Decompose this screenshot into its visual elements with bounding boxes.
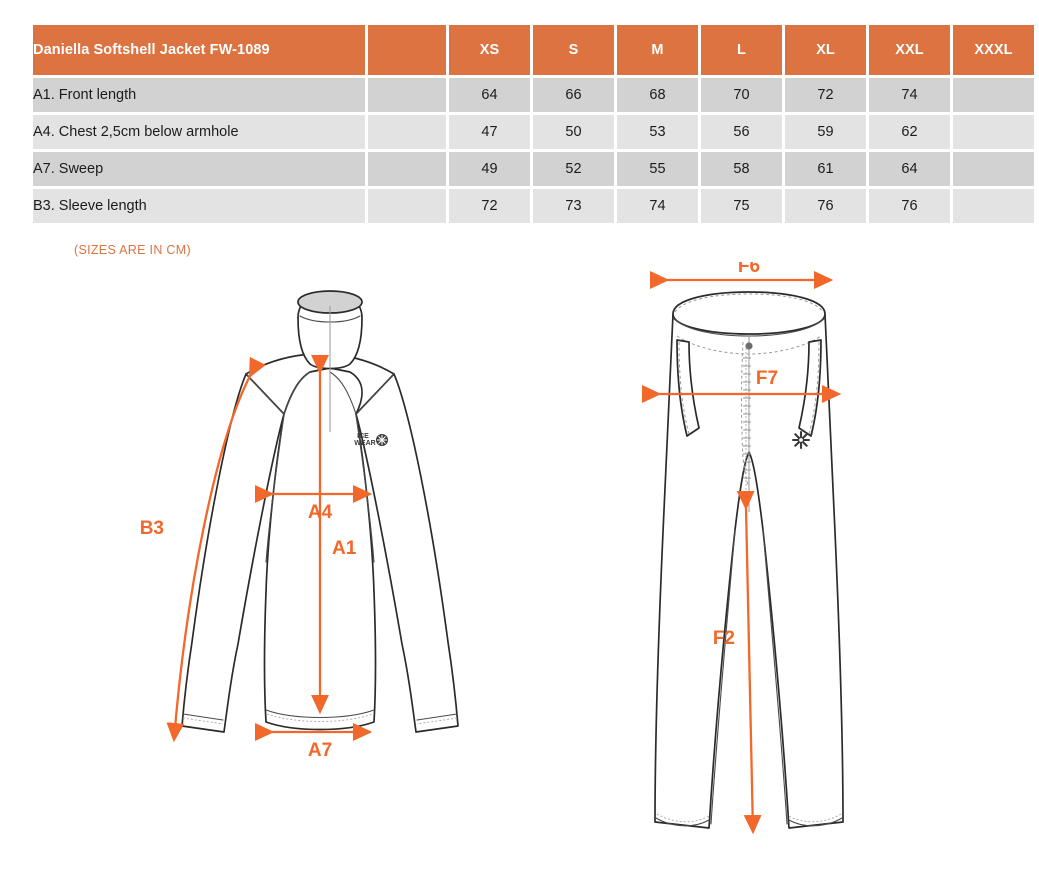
measurement-label: B3. Sleeve length bbox=[33, 189, 365, 223]
value-xxxl bbox=[953, 189, 1034, 223]
spacer-cell bbox=[368, 78, 446, 112]
ice-wear-logo: ICE WEAR bbox=[354, 433, 388, 447]
value-xxxl bbox=[953, 152, 1034, 186]
value-xxl: 64 bbox=[869, 152, 950, 186]
value-xs: 72 bbox=[449, 189, 530, 223]
softshell-jacket-technical-drawing: ICE WEAR A4 A1 A7 bbox=[140, 290, 459, 761]
measurement-b3-sleeve-length: B3 bbox=[140, 356, 266, 743]
measurement-label-f2: F2 bbox=[713, 628, 735, 649]
trousers-technical-drawing: F6 F7 F2 bbox=[641, 262, 844, 835]
measurement-label-f7: F7 bbox=[756, 368, 778, 389]
value-s: 52 bbox=[533, 152, 614, 186]
measurement-label-a1: A1 bbox=[332, 538, 357, 559]
value-m: 53 bbox=[617, 115, 698, 149]
product-title: Daniella Softshell Jacket FW-1089 bbox=[33, 25, 365, 75]
value-xxl: 62 bbox=[869, 115, 950, 149]
value-xl: 59 bbox=[785, 115, 866, 149]
value-xl: 72 bbox=[785, 78, 866, 112]
measurement-a7-sweep: A7 bbox=[254, 723, 373, 761]
table-row: A1. Front length 64 66 68 70 72 74 bbox=[33, 78, 1034, 112]
value-xs: 64 bbox=[449, 78, 530, 112]
size-header-s: S bbox=[533, 25, 614, 75]
logo-text-ice: ICE bbox=[357, 433, 369, 440]
value-xxxl bbox=[953, 115, 1034, 149]
table-header-row: Daniella Softshell Jacket FW-1089 XS S M… bbox=[33, 25, 1034, 75]
value-xl: 61 bbox=[785, 152, 866, 186]
size-header-xs: XS bbox=[449, 25, 530, 75]
snowflake-icon bbox=[791, 430, 811, 450]
trousers-outline bbox=[654, 291, 844, 829]
value-l: 58 bbox=[701, 152, 782, 186]
size-header-m: M bbox=[617, 25, 698, 75]
value-m: 74 bbox=[617, 189, 698, 223]
spacer-cell bbox=[368, 152, 446, 186]
technical-drawings-area: ICE WEAR A4 A1 A7 bbox=[0, 262, 1039, 894]
logo-text-wear: WEAR bbox=[354, 440, 375, 447]
table-row: A4. Chest 2,5cm below armhole 47 50 53 5… bbox=[33, 115, 1034, 149]
table-row: A7. Sweep 49 52 55 58 61 64 bbox=[33, 152, 1034, 186]
spacer-cell bbox=[368, 115, 446, 149]
measurement-label-f6: F6 bbox=[738, 262, 760, 277]
spacer-cell bbox=[368, 189, 446, 223]
value-xxl: 76 bbox=[869, 189, 950, 223]
units-note: (SIZES ARE IN CM) bbox=[74, 243, 191, 257]
size-header-xl: XL bbox=[785, 25, 866, 75]
size-header-l: L bbox=[701, 25, 782, 75]
spacer-header-cell bbox=[368, 25, 446, 75]
measurement-a1-front-length: A1 bbox=[311, 354, 357, 715]
value-m: 55 bbox=[617, 152, 698, 186]
measurement-f2-inseam: F2 bbox=[713, 490, 762, 835]
size-chart-table: Daniella Softshell Jacket FW-1089 XS S M… bbox=[30, 22, 1037, 226]
value-xxxl bbox=[953, 78, 1034, 112]
value-xs: 47 bbox=[449, 115, 530, 149]
size-header-xxl: XXL bbox=[869, 25, 950, 75]
measurement-label: A4. Chest 2,5cm below armhole bbox=[33, 115, 365, 149]
measurement-f6-waist: F6 bbox=[649, 262, 834, 289]
value-s: 66 bbox=[533, 78, 614, 112]
size-header-xxxl: XXXL bbox=[953, 25, 1034, 75]
value-xs: 49 bbox=[449, 152, 530, 186]
measurement-label-b3: B3 bbox=[140, 518, 164, 539]
measurement-label: A7. Sweep bbox=[33, 152, 365, 186]
value-s: 73 bbox=[533, 189, 614, 223]
value-l: 75 bbox=[701, 189, 782, 223]
value-m: 68 bbox=[617, 78, 698, 112]
measurement-label: A1. Front length bbox=[33, 78, 365, 112]
value-s: 50 bbox=[533, 115, 614, 149]
value-l: 56 bbox=[701, 115, 782, 149]
measurement-f7-hip: F7 bbox=[641, 368, 842, 403]
size-chart-table-container: Daniella Softshell Jacket FW-1089 XS S M… bbox=[30, 22, 1034, 226]
value-l: 70 bbox=[701, 78, 782, 112]
button-icon bbox=[745, 342, 753, 350]
value-xl: 76 bbox=[785, 189, 866, 223]
value-xxl: 74 bbox=[869, 78, 950, 112]
table-row: B3. Sleeve length 72 73 74 75 76 76 bbox=[33, 189, 1034, 223]
measurement-label-a7: A7 bbox=[308, 740, 332, 761]
snowflake-icon bbox=[376, 434, 388, 446]
